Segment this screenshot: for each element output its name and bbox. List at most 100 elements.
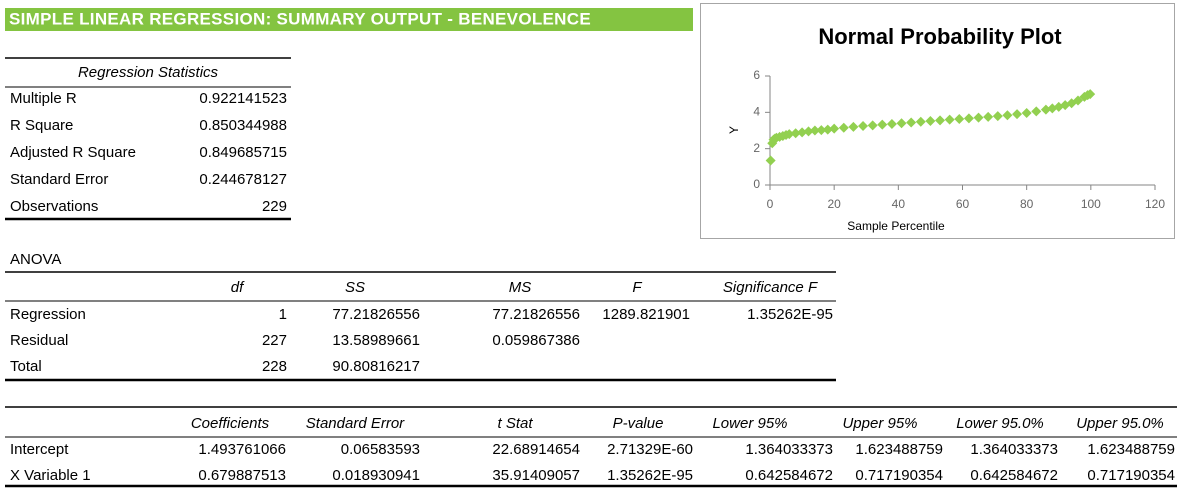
column-header: t Stat <box>497 415 533 432</box>
sheet-title: SIMPLE LINEAR REGRESSION: SUMMARY OUTPUT… <box>9 9 591 28</box>
point <box>765 155 776 166</box>
cell: 0.642584672 <box>970 467 1058 484</box>
point <box>992 111 1003 122</box>
point <box>848 121 859 132</box>
point <box>1031 106 1042 117</box>
cell: 228 <box>262 358 287 375</box>
x-tick-label: 80 <box>1020 197 1034 211</box>
cell: 1 <box>279 306 287 323</box>
column-header: F <box>632 279 642 296</box>
point <box>1012 109 1023 120</box>
cell: 2.71329E-60 <box>607 441 693 458</box>
point <box>906 117 917 128</box>
column-header: Coefficients <box>191 415 270 432</box>
point <box>935 115 946 126</box>
cell: 1.623488759 <box>855 441 943 458</box>
point <box>790 128 801 139</box>
point <box>954 114 965 125</box>
column-header: Lower 95% <box>712 415 787 432</box>
x-tick-label: 40 <box>892 197 906 211</box>
row-label: Adjusted R Square <box>10 144 136 161</box>
point <box>858 120 869 131</box>
cell: 0.717190354 <box>855 467 943 484</box>
column-header: Standard Error <box>306 415 405 432</box>
x-tick-label: 120 <box>1145 197 1165 211</box>
cell: 0.642584672 <box>745 467 833 484</box>
point <box>877 119 888 130</box>
cell: 77.21826556 <box>332 306 420 323</box>
point <box>838 122 849 133</box>
column-header: Significance F <box>723 279 818 296</box>
y-axis-label: Y <box>727 126 741 134</box>
cell: 1.364033373 <box>745 441 833 458</box>
point <box>925 116 936 127</box>
row-label: Total <box>10 358 42 375</box>
row-label: Observations <box>10 198 98 215</box>
point <box>1021 108 1032 119</box>
row-label: Multiple R <box>10 90 77 107</box>
point <box>944 114 955 125</box>
cell: 22.68914654 <box>492 441 580 458</box>
title-banner <box>5 8 693 31</box>
point <box>896 118 907 129</box>
cell: 0.06583593 <box>341 441 420 458</box>
column-header: P-value <box>613 415 664 432</box>
cell: 0.018930941 <box>332 467 420 484</box>
x-tick-label: 60 <box>956 197 970 211</box>
point <box>797 127 808 138</box>
row-label: X Variable 1 <box>10 467 91 484</box>
point <box>886 118 897 129</box>
column-header: Lower 95.0% <box>956 415 1044 432</box>
cell: 90.80816217 <box>332 358 420 375</box>
x-tick-label: 0 <box>767 197 774 211</box>
row-label: Standard Error <box>10 171 108 188</box>
cell: 35.91409057 <box>492 467 580 484</box>
section-label: ANOVA <box>10 251 61 268</box>
column-header: Upper 95% <box>842 415 917 432</box>
point <box>1073 95 1083 106</box>
cell: 1289.821901 <box>602 306 690 323</box>
cell: 0.679887513 <box>198 467 286 484</box>
cell: 0.849685715 <box>199 144 287 161</box>
column-header: MS <box>509 279 532 296</box>
x-axis-label: Sample Percentile <box>847 219 945 233</box>
point <box>1002 110 1013 121</box>
point <box>1085 89 1096 100</box>
point <box>973 112 984 123</box>
row-label: R Square <box>10 117 73 134</box>
y-tick-label: 2 <box>753 141 760 155</box>
point <box>963 113 974 124</box>
point <box>809 125 820 136</box>
cell: 1.364033373 <box>970 441 1058 458</box>
row-label: Intercept <box>10 441 69 458</box>
point <box>867 120 878 131</box>
point <box>784 129 795 140</box>
point <box>803 126 814 137</box>
x-tick-label: 20 <box>827 197 841 211</box>
cell: 0.244678127 <box>199 171 287 188</box>
column-header: SS <box>345 279 365 296</box>
cell: 0.922141523 <box>199 90 287 107</box>
cell: 1.35262E-95 <box>607 467 693 484</box>
cell: 229 <box>262 198 287 215</box>
column-header: Upper 95.0% <box>1076 415 1164 432</box>
cell: 13.58989661 <box>332 332 420 349</box>
cell: 1.493761066 <box>198 441 286 458</box>
cell: 1.35262E-95 <box>747 306 833 323</box>
point <box>822 124 833 135</box>
point <box>829 123 840 134</box>
cell: 0.850344988 <box>199 117 287 134</box>
cell: 1.623488759 <box>1087 441 1175 458</box>
column-header: df <box>231 279 245 296</box>
chart-title: Normal Probability Plot <box>818 24 1062 49</box>
row-label: Residual <box>10 332 68 349</box>
point <box>1040 104 1051 115</box>
point <box>816 125 827 136</box>
point <box>915 116 926 127</box>
cell: 227 <box>262 332 287 349</box>
point <box>983 111 994 122</box>
y-tick-label: 4 <box>753 105 760 119</box>
cell: 0.059867386 <box>492 332 580 349</box>
cell: 0.717190354 <box>1087 467 1175 484</box>
